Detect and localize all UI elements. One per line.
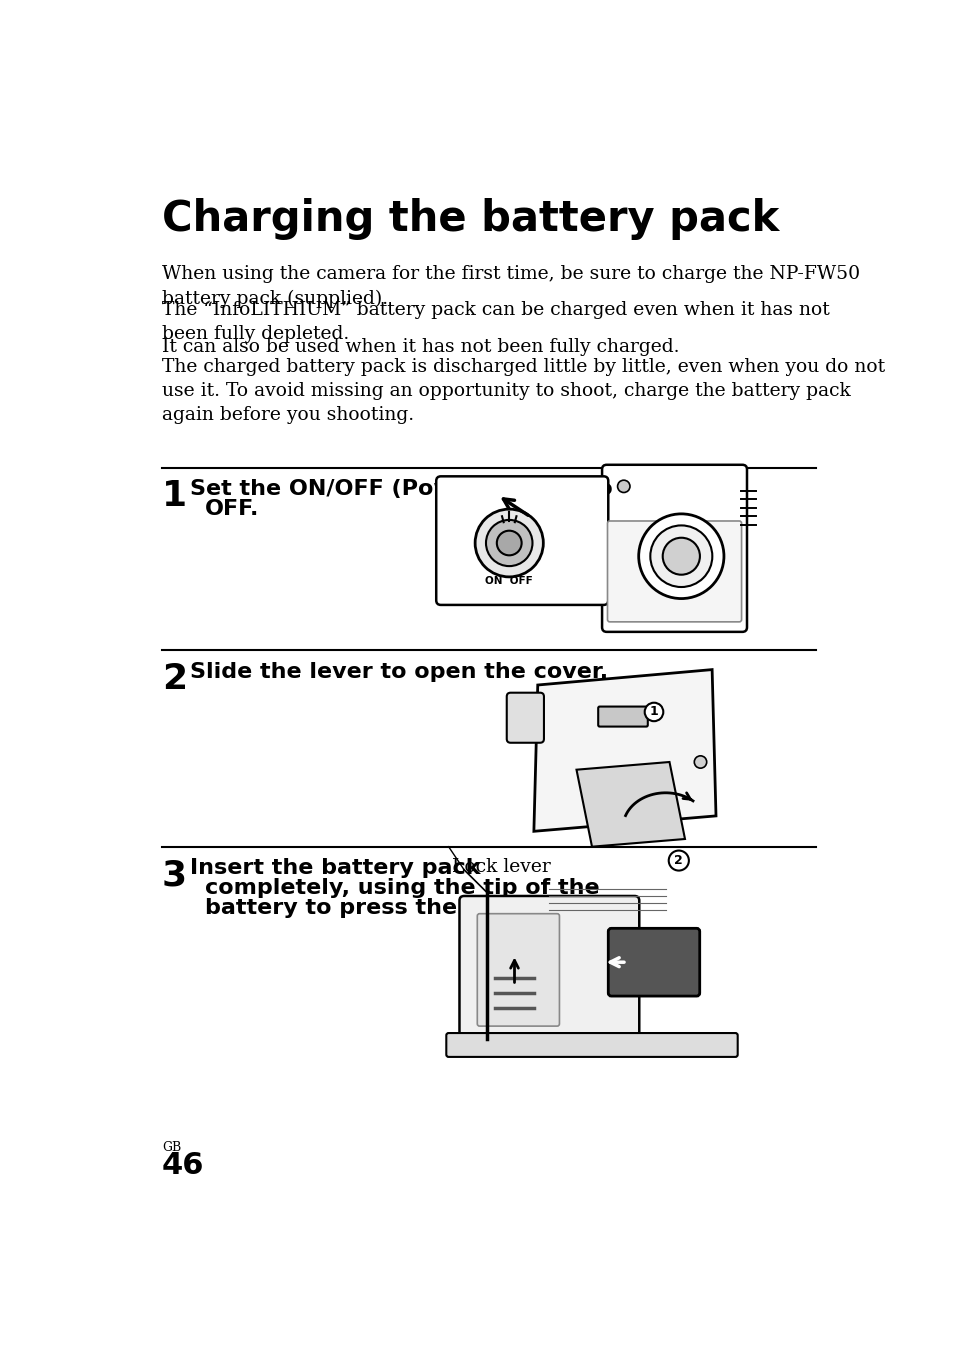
Circle shape [668, 850, 688, 870]
Text: GB: GB [162, 1141, 181, 1154]
FancyBboxPatch shape [601, 465, 746, 632]
Circle shape [662, 538, 700, 574]
Text: 2: 2 [674, 854, 682, 868]
Text: When using the camera for the first time, be sure to charge the NP-FW50
battery : When using the camera for the first time… [162, 265, 859, 308]
Text: 1: 1 [162, 479, 187, 512]
Polygon shape [576, 763, 684, 847]
Text: ON  OFF: ON OFF [485, 577, 533, 586]
Text: Set the ON/OFF (Power) switch to: Set the ON/OFF (Power) switch to [190, 479, 612, 499]
FancyBboxPatch shape [446, 1033, 737, 1057]
FancyBboxPatch shape [436, 476, 608, 605]
Text: 2: 2 [162, 662, 187, 695]
Text: It can also be used when it has not been fully charged.: It can also be used when it has not been… [162, 339, 679, 356]
Polygon shape [534, 670, 716, 831]
Text: The “InfoLITHIUM” battery pack can be charged even when it has not
been fully de: The “InfoLITHIUM” battery pack can be ch… [162, 301, 829, 343]
Circle shape [497, 531, 521, 555]
FancyBboxPatch shape [607, 521, 740, 621]
Circle shape [617, 480, 629, 492]
Circle shape [694, 756, 706, 768]
Text: 3: 3 [162, 858, 187, 892]
Text: Charging the battery pack: Charging the battery pack [162, 198, 779, 241]
Circle shape [485, 521, 532, 566]
Text: Insert the battery pack: Insert the battery pack [190, 858, 479, 878]
Circle shape [475, 510, 543, 577]
Text: The charged battery pack is discharged little by little, even when you do not
us: The charged battery pack is discharged l… [162, 358, 884, 425]
Circle shape [650, 526, 712, 586]
Circle shape [638, 514, 723, 599]
Text: 1: 1 [649, 705, 658, 718]
FancyBboxPatch shape [506, 693, 543, 742]
Text: battery to press the lock lever.: battery to press the lock lever. [205, 898, 592, 919]
Circle shape [644, 702, 662, 721]
Text: 46: 46 [162, 1151, 204, 1180]
FancyBboxPatch shape [476, 913, 558, 1026]
Text: OFF.: OFF. [205, 499, 259, 519]
Text: Lock lever: Lock lever [452, 858, 551, 876]
Text: completely, using the tip of the: completely, using the tip of the [205, 878, 599, 898]
Text: Slide the lever to open the cover.: Slide the lever to open the cover. [190, 662, 607, 682]
FancyBboxPatch shape [459, 896, 639, 1036]
FancyBboxPatch shape [608, 928, 699, 997]
FancyBboxPatch shape [598, 706, 647, 726]
